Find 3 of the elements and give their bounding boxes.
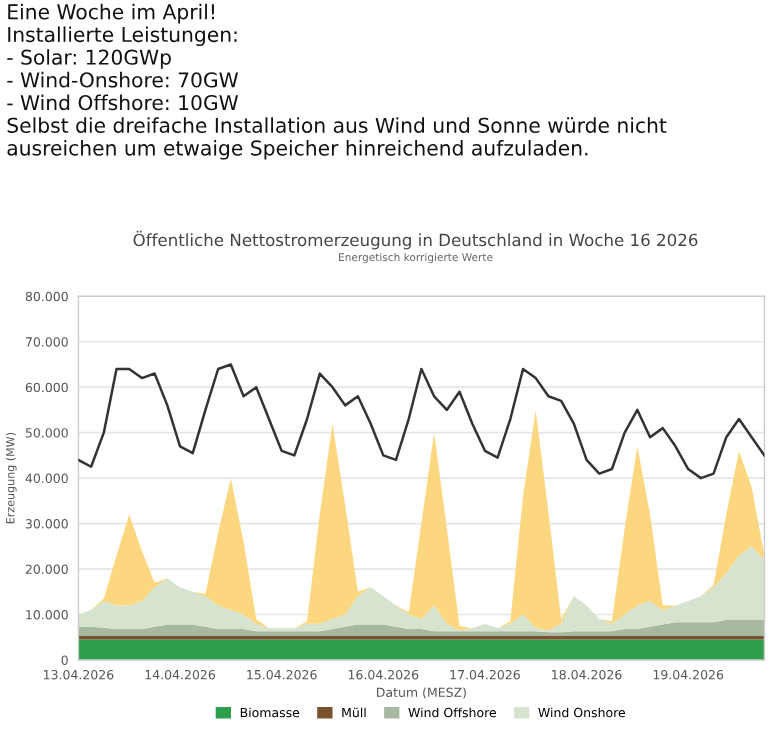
line-series xyxy=(78,363,765,480)
chart-title: Öffentliche Nettostromerzeugung in Deutschland in Woche 16 2026 xyxy=(133,230,698,250)
text: Eine Woche im April! Installierte Leistungen: - Solar: 120GWp - Wind-Onshore: 70GW - Wind Offshore: 10GW Selbst die dreifache Installation aus Wind und Sonne würde nicht ausreichen um etwaige Speicher hinreichend aufzuladen. xyxy=(7,3,667,160)
